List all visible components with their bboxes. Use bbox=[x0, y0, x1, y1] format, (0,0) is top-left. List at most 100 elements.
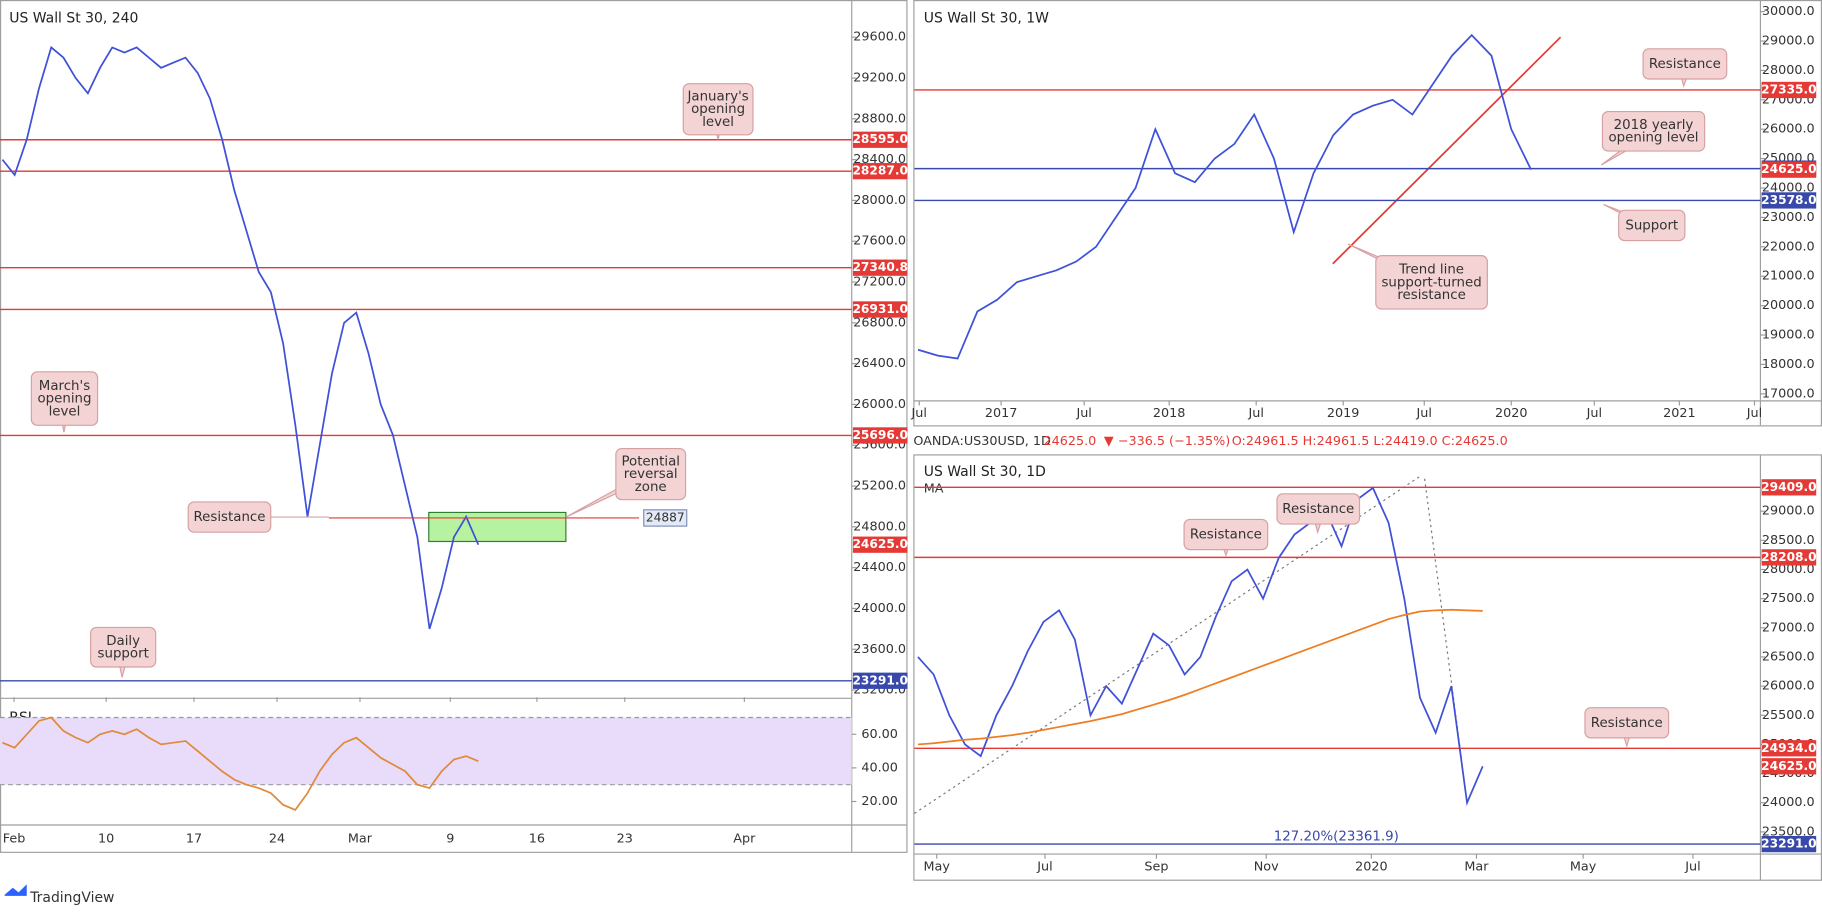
footer: TradingView bbox=[29, 890, 114, 906]
x-tick-label: May bbox=[924, 859, 951, 874]
callout-text: resistance bbox=[1397, 288, 1466, 303]
callout-box bbox=[30, 371, 99, 426]
price-label: 26931.0 bbox=[852, 302, 908, 316]
price-label: 27335.0 bbox=[1761, 82, 1817, 96]
x-tick-label: 23 bbox=[617, 831, 633, 846]
callout: Resistance bbox=[1642, 48, 1728, 88]
y-tick-label: 20000.0 bbox=[1762, 298, 1815, 313]
x-tick-label: 10 bbox=[98, 831, 114, 846]
callout-box bbox=[1183, 518, 1269, 551]
price-label: 27340.8 bbox=[852, 260, 908, 274]
callout-text: Resistance bbox=[193, 510, 265, 525]
callout-box bbox=[1618, 209, 1686, 242]
callout-text: March's bbox=[39, 379, 90, 394]
callout-text: level bbox=[49, 404, 81, 419]
callout-box bbox=[1276, 493, 1361, 525]
x-tick-label: Jul bbox=[1036, 859, 1052, 874]
price-box bbox=[1761, 740, 1817, 757]
price-box bbox=[852, 163, 908, 180]
callout-text: Resistance bbox=[1649, 57, 1721, 72]
price-line bbox=[917, 486, 1484, 806]
rsi-band bbox=[0, 717, 852, 785]
price-line bbox=[917, 608, 1483, 746]
price-label: 28208.0 bbox=[1761, 550, 1817, 564]
y-tick-label: 20.00 bbox=[861, 794, 898, 809]
y-tick-label: 24400.0 bbox=[853, 560, 906, 575]
callout-text: Trend line bbox=[1398, 263, 1464, 278]
price-label: 24934.0 bbox=[1761, 741, 1817, 755]
y-tick-label: 26000.0 bbox=[1762, 679, 1815, 694]
chart-title: US Wall St 30, 240 bbox=[9, 11, 138, 27]
x-tick-label: Mar bbox=[348, 831, 373, 846]
x-tick-label: 2019 bbox=[1327, 406, 1359, 421]
y-tick-label: 29000.0 bbox=[1762, 504, 1815, 519]
callout-box bbox=[682, 83, 754, 136]
price-box bbox=[1761, 192, 1817, 209]
price-label: 25696.0 bbox=[852, 428, 908, 442]
price-label: 24625.0 bbox=[852, 537, 908, 551]
price-box bbox=[1761, 161, 1817, 178]
x-tick-label: Feb bbox=[3, 831, 26, 846]
price-label: 23291.0 bbox=[1761, 837, 1817, 851]
marker-box bbox=[643, 509, 688, 527]
y-tick-label: 24800.0 bbox=[853, 519, 906, 534]
callout-text: opening bbox=[37, 392, 91, 407]
price-box bbox=[1761, 758, 1817, 775]
y-tick-label: 29200.0 bbox=[853, 71, 906, 86]
x-tick-label: May bbox=[1570, 859, 1597, 874]
change: ▼ −336.5 (−1.35%) bbox=[1104, 434, 1230, 449]
callout-box bbox=[90, 626, 157, 668]
x-tick-label: Jul bbox=[1247, 406, 1263, 421]
price-label: 23578.0 bbox=[1761, 193, 1817, 207]
ohlc: O:24961.5 H:24961.5 L:24419.0 C:24625.0 bbox=[1232, 434, 1508, 449]
y-tick-label: 23500.0 bbox=[1762, 824, 1815, 839]
y-tick-label: 26000.0 bbox=[853, 397, 906, 412]
y-tick-label: 24000.0 bbox=[1762, 181, 1815, 196]
price-line bbox=[1, 45, 480, 630]
price-box bbox=[852, 536, 908, 553]
y-tick-label: 19000.0 bbox=[1762, 328, 1815, 343]
callout-text: Resistance bbox=[1591, 716, 1663, 731]
chart-title: US Wall St 30, 1D bbox=[924, 464, 1046, 480]
y-tick-label: 26400.0 bbox=[853, 356, 906, 371]
callout-text: zone bbox=[635, 480, 667, 495]
callout-box bbox=[615, 447, 687, 501]
trend-line bbox=[1332, 36, 1562, 265]
x-tick-label: 16 bbox=[529, 831, 545, 846]
trend-line bbox=[1424, 478, 1463, 762]
callout-text: support bbox=[98, 647, 149, 662]
price-box bbox=[1761, 81, 1817, 99]
callout-text: January's bbox=[686, 89, 748, 104]
y-tick-label: 27500.0 bbox=[1762, 591, 1815, 606]
callout: Support bbox=[1603, 203, 1686, 242]
y-tick-label: 28000.0 bbox=[1762, 63, 1815, 78]
x-tick-label: 9 bbox=[446, 831, 454, 846]
x-tick-label: 24 bbox=[269, 831, 285, 846]
x-tick-label: Jul bbox=[1075, 406, 1091, 421]
price-box bbox=[852, 427, 908, 444]
y-tick-label: 29600.0 bbox=[853, 30, 906, 45]
y-tick-label: 23000.0 bbox=[1762, 210, 1815, 225]
last-price: 24625.0 bbox=[1043, 434, 1096, 449]
callout: Resistance bbox=[1276, 493, 1361, 535]
x-tick-label: Jul bbox=[1586, 406, 1602, 421]
y-tick-label: 26800.0 bbox=[853, 315, 906, 330]
price-label: 28595.0 bbox=[852, 132, 908, 146]
callout-text: Resistance bbox=[1282, 502, 1354, 517]
x-tick-label: Apr bbox=[733, 831, 756, 846]
y-tick-label: 30000.0 bbox=[1762, 4, 1815, 19]
price-label: 24625.0 bbox=[1761, 759, 1817, 773]
callout-text: reversal bbox=[624, 467, 678, 482]
chart-title: US Wall St 30, 1W bbox=[924, 11, 1049, 27]
callout-text: 127.20%(23361.9) bbox=[1274, 830, 1399, 845]
y-tick-label: 28000.0 bbox=[1762, 562, 1815, 577]
callout: 127.20%(23361.9) bbox=[1274, 830, 1399, 845]
x-tick-label: 2017 bbox=[985, 406, 1018, 421]
callout-box bbox=[1584, 707, 1670, 739]
symbol: OANDA:US30USD, 1D bbox=[913, 434, 1051, 449]
